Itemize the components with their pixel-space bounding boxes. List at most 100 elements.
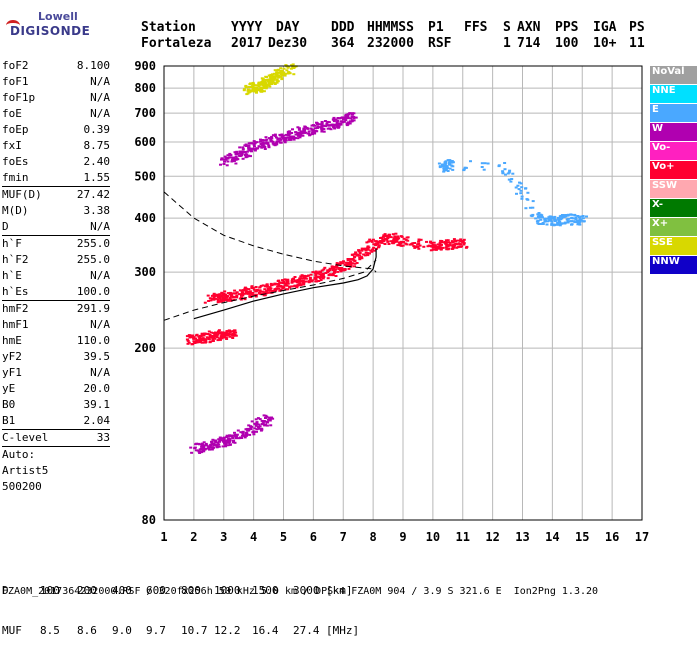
data-point — [271, 73, 274, 76]
data-point — [337, 266, 341, 269]
param-name: h`F — [2, 237, 22, 250]
data-point — [187, 334, 191, 337]
data-point — [271, 81, 275, 84]
data-point — [277, 287, 281, 290]
data-point — [438, 166, 442, 169]
data-point — [526, 198, 530, 201]
data-point — [328, 269, 332, 272]
data-point — [462, 242, 466, 245]
data-point — [250, 420, 254, 423]
data-point — [524, 207, 528, 210]
data-point — [536, 219, 540, 222]
data-point — [246, 92, 250, 95]
data-point — [318, 273, 322, 276]
data-point — [348, 120, 352, 123]
param-name: yE — [2, 382, 16, 395]
data-point — [263, 294, 267, 297]
param-value: 33 — [96, 431, 110, 444]
data-point — [212, 446, 215, 449]
data-point — [358, 252, 362, 254]
data-point — [537, 212, 541, 214]
y-tick-label: 500 — [134, 169, 156, 183]
data-point — [257, 85, 261, 88]
data-point — [553, 215, 557, 218]
data-point — [550, 220, 554, 223]
data-point — [294, 133, 298, 136]
data-point — [519, 182, 523, 185]
data-point — [248, 86, 252, 88]
data-point — [273, 83, 277, 85]
data-point — [207, 330, 211, 333]
plot-frame — [163, 65, 643, 521]
data-point — [226, 439, 230, 441]
legend-item-x: X- — [650, 199, 697, 217]
data-point — [320, 269, 324, 272]
data-point — [255, 91, 258, 94]
data-point — [447, 241, 450, 244]
data-point — [291, 137, 295, 140]
data-point — [213, 294, 217, 297]
data-point — [558, 217, 562, 220]
data-point — [483, 162, 487, 165]
data-point — [331, 269, 335, 272]
data-point — [194, 443, 198, 446]
data-point — [516, 184, 520, 187]
data-point — [462, 168, 466, 171]
data-point — [441, 246, 445, 249]
data-point — [287, 136, 291, 139]
data-point — [426, 245, 430, 248]
x-tick-label: 5 — [280, 530, 287, 544]
data-point — [194, 337, 198, 340]
data-point — [288, 285, 292, 288]
header-label-8: AXN — [517, 20, 541, 35]
data-point — [451, 168, 455, 171]
data-point — [244, 156, 248, 159]
param-value: 8.75 — [83, 139, 111, 152]
param-name: foF1 — [2, 75, 29, 88]
data-point — [271, 134, 275, 137]
data-point — [267, 416, 271, 419]
data-point — [240, 152, 244, 155]
data-point — [321, 272, 325, 275]
data-point — [226, 440, 230, 443]
data-point — [314, 129, 317, 132]
data-point — [265, 289, 269, 292]
data-point — [348, 258, 352, 261]
data-point — [230, 156, 234, 159]
data-point — [222, 333, 225, 336]
data-point — [221, 158, 224, 161]
data-point — [346, 258, 350, 260]
data-point — [281, 279, 284, 282]
data-point — [197, 339, 201, 342]
data-point — [346, 113, 350, 116]
data-point — [303, 131, 306, 134]
data-point — [413, 242, 417, 244]
data-point — [226, 298, 230, 301]
data-point — [573, 214, 577, 217]
data-point — [261, 143, 265, 146]
data-point — [246, 88, 250, 91]
header-value-4: 232000 — [367, 36, 414, 51]
data-point — [448, 243, 452, 246]
data-point — [268, 291, 272, 294]
header-value-10: 11 — [629, 36, 645, 51]
data-point — [231, 295, 235, 298]
data-point — [204, 341, 207, 344]
data-point — [580, 219, 584, 222]
data-point — [243, 154, 247, 156]
data-point — [248, 290, 252, 293]
data-point — [257, 423, 261, 426]
data-point — [314, 127, 317, 130]
x-tick-label: 11 — [456, 530, 470, 544]
data-point — [289, 138, 293, 141]
data-point — [260, 81, 264, 83]
legend-item-nne: NNE — [650, 85, 697, 103]
data-point — [263, 83, 267, 86]
data-point — [378, 241, 382, 244]
data-point — [314, 270, 318, 273]
data-point — [222, 335, 226, 338]
data-point — [259, 86, 263, 89]
data-point — [349, 264, 353, 267]
data-point — [550, 215, 553, 218]
legend-item-x: X+ — [650, 218, 697, 236]
